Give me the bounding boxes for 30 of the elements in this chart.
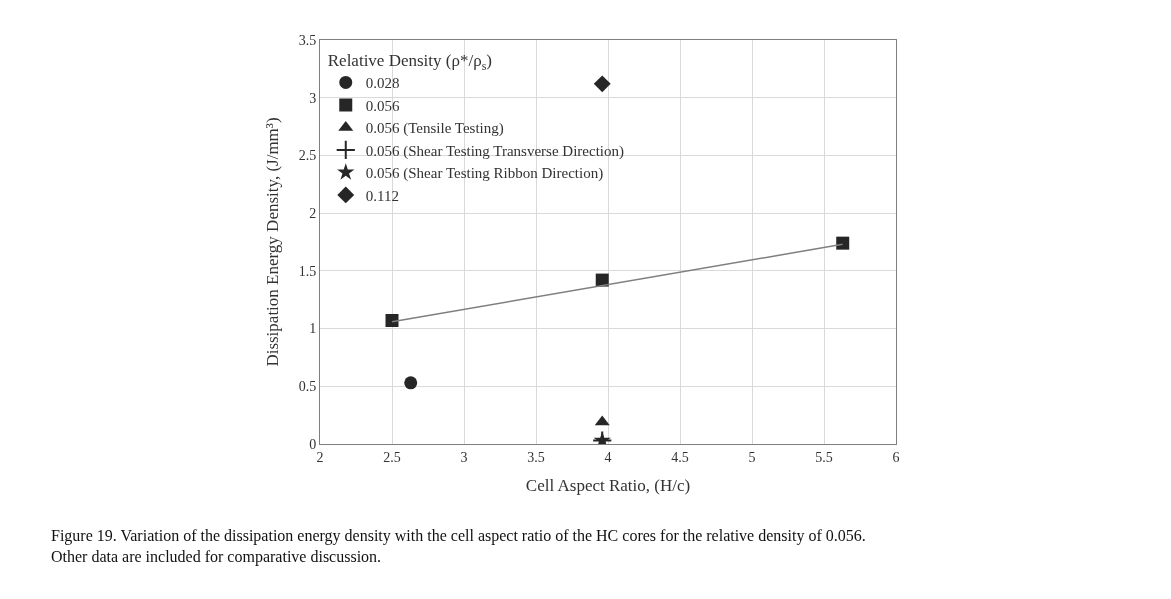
y-tick-label: 0 [309, 436, 317, 452]
legend-label: 0.028 [365, 75, 400, 92]
y-axis-title: Dissipation Energy Density, (J/mm³) [263, 117, 283, 367]
x-tick-label: 4.5 [671, 449, 689, 465]
legend-label: 0.056 [365, 97, 401, 114]
point [593, 75, 611, 93]
point [836, 236, 850, 250]
legend-title: Relative Density (ρ*/ρ$_{s}$) [327, 51, 492, 73]
y-tick-label: 3.5 [298, 32, 317, 48]
y-tick-label: 2 [309, 206, 317, 222]
caption: Figure 19. Variation of the dissipation energy density with the cell aspect ratio of the HC cores for the relative density of 0.056. Other data are included for comparative discussion. [51, 527, 866, 566]
legend-label: 0.056 (Tensile Testing) [365, 120, 504, 138]
y-tick-label: 1.5 [298, 263, 317, 279]
legend-label: 0.112 [365, 187, 399, 204]
x-tick-label: 2.5 [383, 449, 401, 465]
y-tick-label: 0.5 [298, 379, 317, 395]
x-tick-label: 5 [748, 449, 756, 465]
y-tick-label: 3 [309, 90, 317, 106]
x-axis-title: Cell Aspect Ratio, (H/c) [525, 476, 691, 496]
x-tick-label: 3.5 [527, 449, 545, 465]
y-tick-label: 1 [309, 321, 317, 337]
legend-label: 0.056 (Shear Testing Transverse Direction) [365, 142, 624, 160]
point [385, 313, 399, 327]
x-tick-label: 4 [604, 449, 612, 465]
x-tick-label: 5.5 [815, 449, 833, 465]
point [404, 376, 418, 390]
y-tick-label: 2.5 [298, 148, 317, 164]
x-tick-label: 3 [460, 449, 468, 465]
x-tick-label: 6 [892, 449, 900, 465]
legend-label: 0.056 (Shear Testing Ribbon Direction) [365, 165, 604, 183]
